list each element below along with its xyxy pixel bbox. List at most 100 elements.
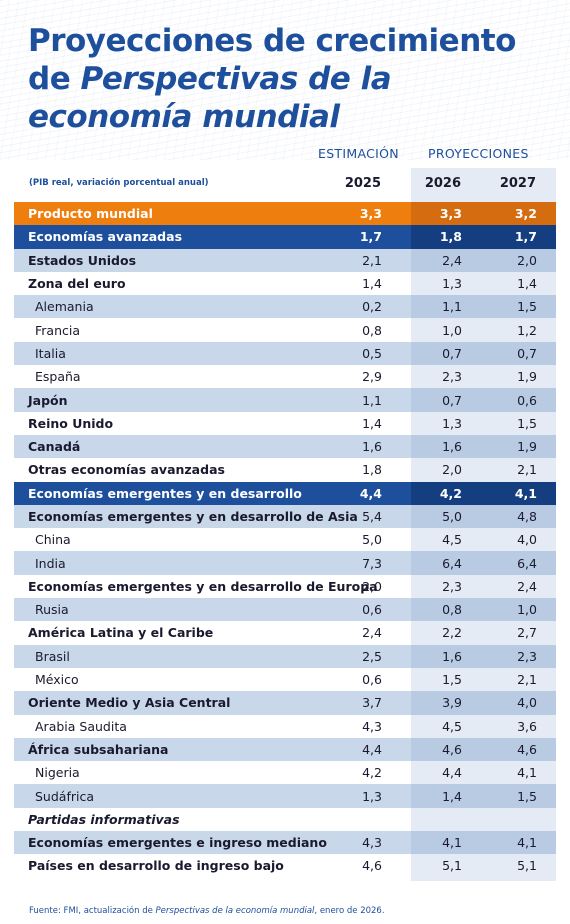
row-value-2027: 1,7 xyxy=(514,229,537,245)
row-value-2027: 3,2 xyxy=(514,206,537,222)
row-label: India xyxy=(35,555,66,571)
page-title: Proyecciones de crecimiento de Perspecti… xyxy=(28,22,548,136)
row-label: Italia xyxy=(35,345,66,361)
row-value-2025: 7,3 xyxy=(362,555,382,571)
row-value-2027: 4,1 xyxy=(517,765,537,781)
projection-cell-shade xyxy=(411,504,556,529)
table-row: Sudáfrica 1,3 1,4 1,5 xyxy=(14,784,556,808)
row-value-2025: 4,4 xyxy=(359,485,382,501)
row-label: China xyxy=(35,532,71,548)
row-value-2025: 2,9 xyxy=(362,369,382,385)
row-value-2027: 4,8 xyxy=(517,509,537,524)
row-label: Arabia Saudita xyxy=(35,718,127,734)
row-value-2025: 1,4 xyxy=(362,276,382,292)
row-label: Economías emergentes y en desarrollo de … xyxy=(28,509,358,524)
projection-cell-shade xyxy=(411,248,556,272)
row-value-2027: 2,1 xyxy=(517,672,537,688)
row-value-2027: 1,5 xyxy=(517,415,537,431)
row-value-2026: 0,7 xyxy=(442,345,462,361)
row-label: Sudáfrica xyxy=(35,788,94,804)
table-row: Zona del euro 1,4 1,3 1,4 xyxy=(14,272,556,295)
row-label: Economías avanzadas xyxy=(28,229,183,245)
table-row: Reino Unido 1,4 1,3 1,5 xyxy=(14,412,556,435)
row-value-2027: 2,1 xyxy=(517,462,537,478)
year-header-2025: 2025 xyxy=(344,176,381,191)
table-row: África subsahariana 4,4 4,6 4,6 xyxy=(14,737,556,762)
projection-cell-shade xyxy=(411,831,556,855)
units-note: (PIB real, variación porcentual anual) xyxy=(29,178,209,188)
table-row: Economías emergentes y en desarrollo 4,4 4… xyxy=(14,481,556,505)
row-value-2027: 1,0 xyxy=(517,602,537,618)
row-value-2026: 4,2 xyxy=(439,485,462,501)
projection-cell-shade xyxy=(411,691,556,715)
year-header-2027: 2027 xyxy=(499,176,536,191)
row-value-2027: 0,7 xyxy=(517,345,537,361)
source-publication: Perspectivas de la economía mundial xyxy=(155,906,315,916)
row-label: Reino Unido xyxy=(28,415,114,431)
table-row: Economías emergentes y en desarrollo de … xyxy=(14,575,556,598)
table-row: Francia 0,8 1,0 1,2 xyxy=(14,318,556,341)
title-line-2-prefix: de xyxy=(28,61,81,97)
row-value-2027: 1,5 xyxy=(517,299,537,315)
row-value-2025: 0,8 xyxy=(362,322,382,338)
row-label: Zona del euro xyxy=(28,276,126,292)
row-label: Producto mundial xyxy=(28,206,153,222)
row-label: Japón xyxy=(28,392,68,408)
row-value-2026: 4,5 xyxy=(442,718,462,734)
row-value-2027: 4,1 xyxy=(514,485,537,501)
row-value-2026: 1,6 xyxy=(442,648,462,664)
row-value-2026: 1,6 xyxy=(442,439,462,455)
row-value-2026: 1,0 xyxy=(442,322,462,338)
row-value-2026: 2,3 xyxy=(442,578,462,594)
row-label: Rusia xyxy=(35,602,69,618)
table-row: Economías emergentes y en desarrollo de … xyxy=(14,504,556,529)
row-value-2026: 0,7 xyxy=(442,392,462,408)
row-value-2025: 4,6 xyxy=(362,858,382,874)
table-row: India 7,3 6,4 6,4 xyxy=(14,551,556,575)
projection-cell-shade xyxy=(411,434,556,459)
row-label: Economías emergentes y en desarrollo xyxy=(28,485,302,501)
row-value-2027: 2,0 xyxy=(517,252,537,268)
row-label: Alemania xyxy=(35,299,94,315)
projection-cell-shade xyxy=(411,388,556,412)
row-value-2026: 6,4 xyxy=(442,555,462,571)
row-value-2027: 4,0 xyxy=(517,532,537,548)
row-value-2025: 0,5 xyxy=(362,345,382,361)
row-value-2026: 1,8 xyxy=(439,229,462,245)
row-value-2025: 1,8 xyxy=(362,462,382,478)
source-suffix: , enero de 2026. xyxy=(314,906,385,916)
row-value-2026: 1,3 xyxy=(442,415,462,431)
estimate-header: ESTIMACIÓN xyxy=(318,146,399,161)
row-value-2026: 0,8 xyxy=(442,602,462,618)
table-row: Nigeria 4,2 4,4 4,1 xyxy=(14,761,556,784)
table-row: Otras economías avanzadas 1,8 2,0 2,1 xyxy=(14,458,556,481)
row-value-2026: 5,1 xyxy=(442,858,462,874)
header-background-texture xyxy=(0,0,570,160)
row-value-2025: 0,6 xyxy=(362,602,382,618)
row-value-2025: 2,4 xyxy=(362,625,382,641)
projection-cell-shade xyxy=(411,598,556,622)
row-value-2027: 1,4 xyxy=(517,276,537,292)
table-row: Economías emergentes e ingreso mediano 4,… xyxy=(14,831,556,855)
row-value-2026: 3,9 xyxy=(442,695,462,711)
row-value-2025: 4,3 xyxy=(362,835,382,851)
table-row: México 0,6 1,5 2,1 xyxy=(14,668,556,691)
table-row: Japón 1,1 0,7 0,6 xyxy=(14,388,556,412)
row-label: Economías emergentes e ingreso mediano xyxy=(28,835,327,851)
title-line-2: de Perspectivas de la xyxy=(28,60,548,98)
row-value-2026: 5,0 xyxy=(442,509,462,524)
row-label: México xyxy=(35,672,79,688)
projection-cell-shade xyxy=(411,202,556,226)
row-label: Economías emergentes y en desarrollo de … xyxy=(28,578,378,594)
row-value-2027: 1,2 xyxy=(517,322,537,338)
row-label: Brasil xyxy=(35,648,70,664)
title-line-2-italic: Perspectivas de la xyxy=(80,61,392,97)
row-value-2025: 1,1 xyxy=(362,392,382,408)
projections-table: Producto mundial 3,3 3,3 3,2 Economías avanz… xyxy=(14,202,556,878)
projection-cell-shade xyxy=(411,644,556,668)
row-value-2025: 2,0 xyxy=(362,578,382,594)
row-label: Nigeria xyxy=(35,765,80,781)
table-row: Arabia Saudita 4,3 4,5 3,6 xyxy=(14,715,556,738)
row-value-2025: 3,7 xyxy=(362,695,382,711)
projection-cell-shade xyxy=(411,295,556,319)
